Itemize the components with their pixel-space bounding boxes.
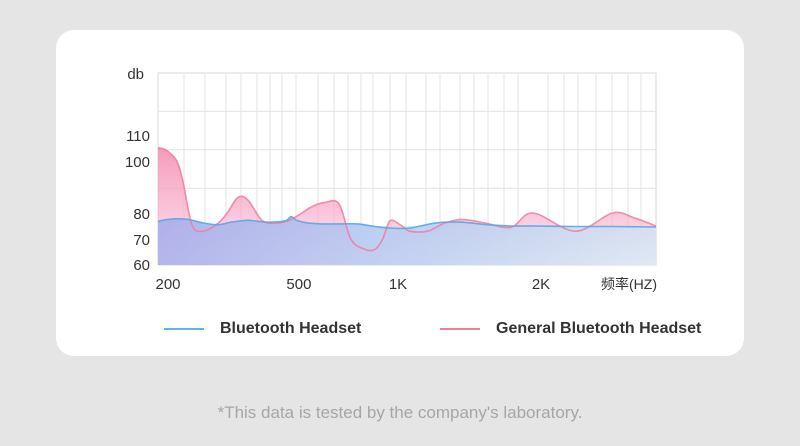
y-tick-label: 110: [126, 128, 150, 145]
chart-lines: [157, 147, 657, 252]
x-tick-label: 2K: [532, 276, 550, 293]
x-axis-label: 频率(HZ): [601, 276, 657, 292]
y-tick-label: 60: [133, 257, 150, 274]
series-line-general-bluetooth-headset: [157, 147, 657, 252]
chart-card: db 60 70 80 100 110 200 500 1K 2K 频率(HZ): [56, 30, 744, 356]
series-line-bluetooth-headset: [157, 215, 657, 230]
y-tick-label: 100: [125, 154, 150, 171]
legend-swatch-blue: [164, 328, 204, 330]
legend-label: Bluetooth Headset: [220, 320, 362, 337]
x-tick-label: 1K: [389, 276, 407, 293]
y-tick-label: 80: [133, 206, 150, 223]
x-tick-label: 500: [286, 276, 311, 293]
legend-item-general-bluetooth-headset: General Bluetooth Headset: [440, 319, 701, 339]
legend-label: General Bluetooth Headset: [496, 320, 702, 337]
footnote: *This data is tested by the company's la…: [217, 403, 583, 422]
area-fade-overlay: [158, 216, 656, 265]
chart-areas: [158, 147, 656, 265]
y-tick-label: 70: [133, 232, 150, 249]
chart-labels: db 60 70 80 100 110 200 500 1K 2K 频率(HZ): [125, 66, 657, 293]
y-axis-label: db: [127, 66, 144, 83]
legend-swatch-pink: [440, 328, 480, 330]
legend-item-bluetooth-headset: Bluetooth Headset: [164, 319, 361, 339]
frequency-response-chart: db 60 70 80 100 110 200 500 1K 2K 频率(HZ): [125, 66, 657, 293]
x-tick-label: 200: [155, 276, 180, 293]
